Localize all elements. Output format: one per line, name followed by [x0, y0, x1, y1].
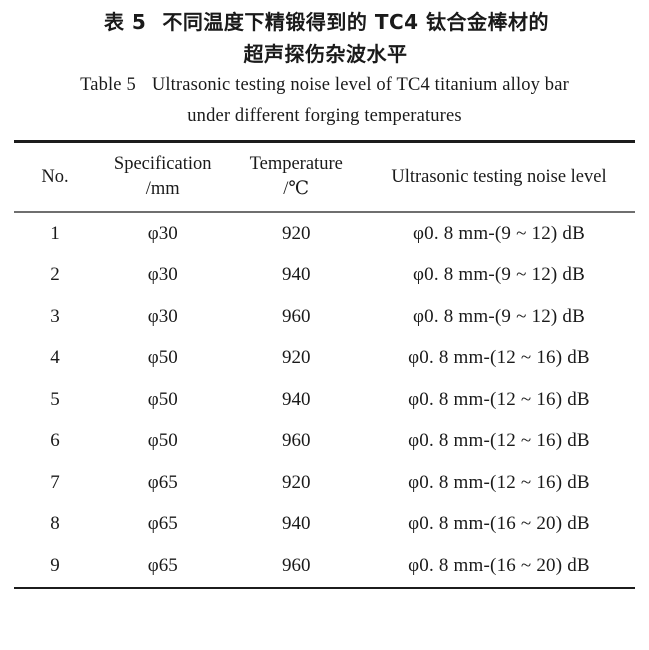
cell-no: 4: [50, 347, 60, 369]
cell-no: 2: [50, 264, 60, 286]
cell-noise-level: φ0. 8 mm-(16 ~ 20) dB: [408, 554, 590, 576]
cell-specification: φ50: [147, 430, 178, 452]
cell-noise-level: φ0. 8 mm-(9 ~ 12) dB: [413, 222, 585, 244]
cell-noise-level: φ0. 8 mm-(12 ~ 16) dB: [408, 471, 590, 493]
cell-specification: φ65: [147, 554, 178, 576]
cell-temperature: 920: [281, 471, 311, 493]
cell-specification: φ30: [147, 264, 178, 286]
cell-noise-level: φ0. 8 mm-(9 ~ 12) dB: [413, 305, 585, 327]
table-row: 3 φ30 960 φ0. 8 mm-(9 ~ 12) dB: [14, 296, 635, 338]
cell-temperature: 940: [281, 264, 311, 286]
table-row: 1 φ30 920 φ0. 8 mm-(9 ~ 12) dB: [14, 213, 635, 255]
column-header-temperature-label: Temperature: [249, 154, 343, 174]
cell-temperature: 960: [281, 430, 311, 452]
cell-temperature: 960: [281, 554, 311, 576]
cell-specification: φ30: [147, 305, 178, 327]
table-container: No. Specification /mm Temperature /℃ Ult…: [14, 140, 635, 589]
table-header-rule: [14, 211, 635, 213]
cell-specification: φ65: [147, 471, 178, 493]
english-table-label: Table 5: [80, 75, 136, 95]
chinese-title-line-1: 表 5 不同温度下精锻得到的 TC4 钛合金棒材的: [0, 6, 649, 38]
cell-specification: φ50: [147, 347, 178, 369]
cell-no: 8: [50, 513, 60, 535]
table-row: 4 φ50 920 φ0. 8 mm-(12 ~ 16) dB: [14, 338, 635, 380]
caption-block: 表 5 不同温度下精锻得到的 TC4 钛合金棒材的 超声探伤杂波水平 Table …: [0, 0, 649, 132]
cell-noise-level: φ0. 8 mm-(16 ~ 20) dB: [408, 513, 590, 535]
ultrasonic-noise-table: No. Specification /mm Temperature /℃ Ult…: [14, 143, 635, 211]
ultrasonic-noise-table-body: 1 φ30 920 φ0. 8 mm-(9 ~ 12) dB 2 φ30 940…: [14, 213, 635, 587]
column-header-temperature-unit: /℃: [283, 179, 310, 199]
column-header-temperature: Temperature /℃: [229, 143, 363, 211]
column-header-noise-level: Ultrasonic testing noise level: [363, 143, 635, 211]
cell-no: 6: [50, 430, 60, 452]
table-row: 2 φ30 940 φ0. 8 mm-(9 ~ 12) dB: [14, 255, 635, 297]
cell-noise-level: φ0. 8 mm-(12 ~ 16) dB: [408, 430, 590, 452]
cell-noise-level: φ0. 8 mm-(12 ~ 16) dB: [408, 347, 590, 369]
column-header-noise-level-label: Ultrasonic testing noise level: [391, 166, 607, 187]
cell-temperature: 920: [281, 347, 311, 369]
column-header-specification: Specification /mm: [96, 143, 230, 211]
cell-specification: φ50: [147, 388, 178, 410]
chinese-title-line-2: 超声探伤杂波水平: [243, 42, 408, 66]
column-header-specification-unit: /mm: [145, 179, 180, 199]
chinese-table-label: 表 5: [103, 10, 147, 34]
table-header: No. Specification /mm Temperature /℃ Ult…: [14, 143, 635, 211]
table-row: 8 φ65 940 φ0. 8 mm-(16 ~ 20) dB: [14, 504, 635, 546]
cell-specification: φ30: [147, 222, 178, 244]
table-body: 1 φ30 920 φ0. 8 mm-(9 ~ 12) dB 2 φ30 940…: [14, 213, 635, 587]
table-row: 9 φ65 960 φ0. 8 mm-(16 ~ 20) dB: [14, 545, 635, 587]
cell-temperature: 960: [281, 305, 311, 327]
cell-no: 9: [50, 554, 60, 576]
cell-no: 5: [50, 388, 60, 410]
table-top-rule: [14, 140, 635, 143]
cell-specification: φ65: [147, 513, 178, 535]
english-title-line-1: Table 5 Ultrasonic testing noise level of…: [0, 70, 649, 101]
column-header-no: No.: [14, 143, 96, 211]
cell-no: 1: [50, 222, 60, 244]
column-header-no-label: No.: [41, 166, 69, 187]
cell-temperature: 940: [281, 388, 311, 410]
table-row: 7 φ65 920 φ0. 8 mm-(12 ~ 16) dB: [14, 462, 635, 504]
table-row: 6 φ50 960 φ0. 8 mm-(12 ~ 16) dB: [14, 421, 635, 463]
cell-temperature: 940: [281, 513, 311, 535]
chinese-title-text-1: 不同温度下精锻得到的 TC4 钛合金棒材的: [162, 10, 550, 34]
english-title-text-1: Ultrasonic testing noise level of TC4 ti…: [151, 75, 569, 95]
cell-noise-level: φ0. 8 mm-(12 ~ 16) dB: [408, 388, 590, 410]
english-title-line-2: under different forging temperatures: [187, 106, 462, 126]
table-bottom-rule: [14, 586, 635, 589]
cell-temperature: 920: [281, 222, 311, 244]
cell-noise-level: φ0. 8 mm-(9 ~ 12) dB: [413, 264, 585, 286]
column-header-specification-label: Specification: [113, 154, 212, 174]
table-header-row: No. Specification /mm Temperature /℃ Ult…: [14, 143, 635, 211]
cell-no: 3: [50, 305, 60, 327]
table-row: 5 φ50 940 φ0. 8 mm-(12 ~ 16) dB: [14, 379, 635, 421]
cell-no: 7: [50, 471, 60, 493]
